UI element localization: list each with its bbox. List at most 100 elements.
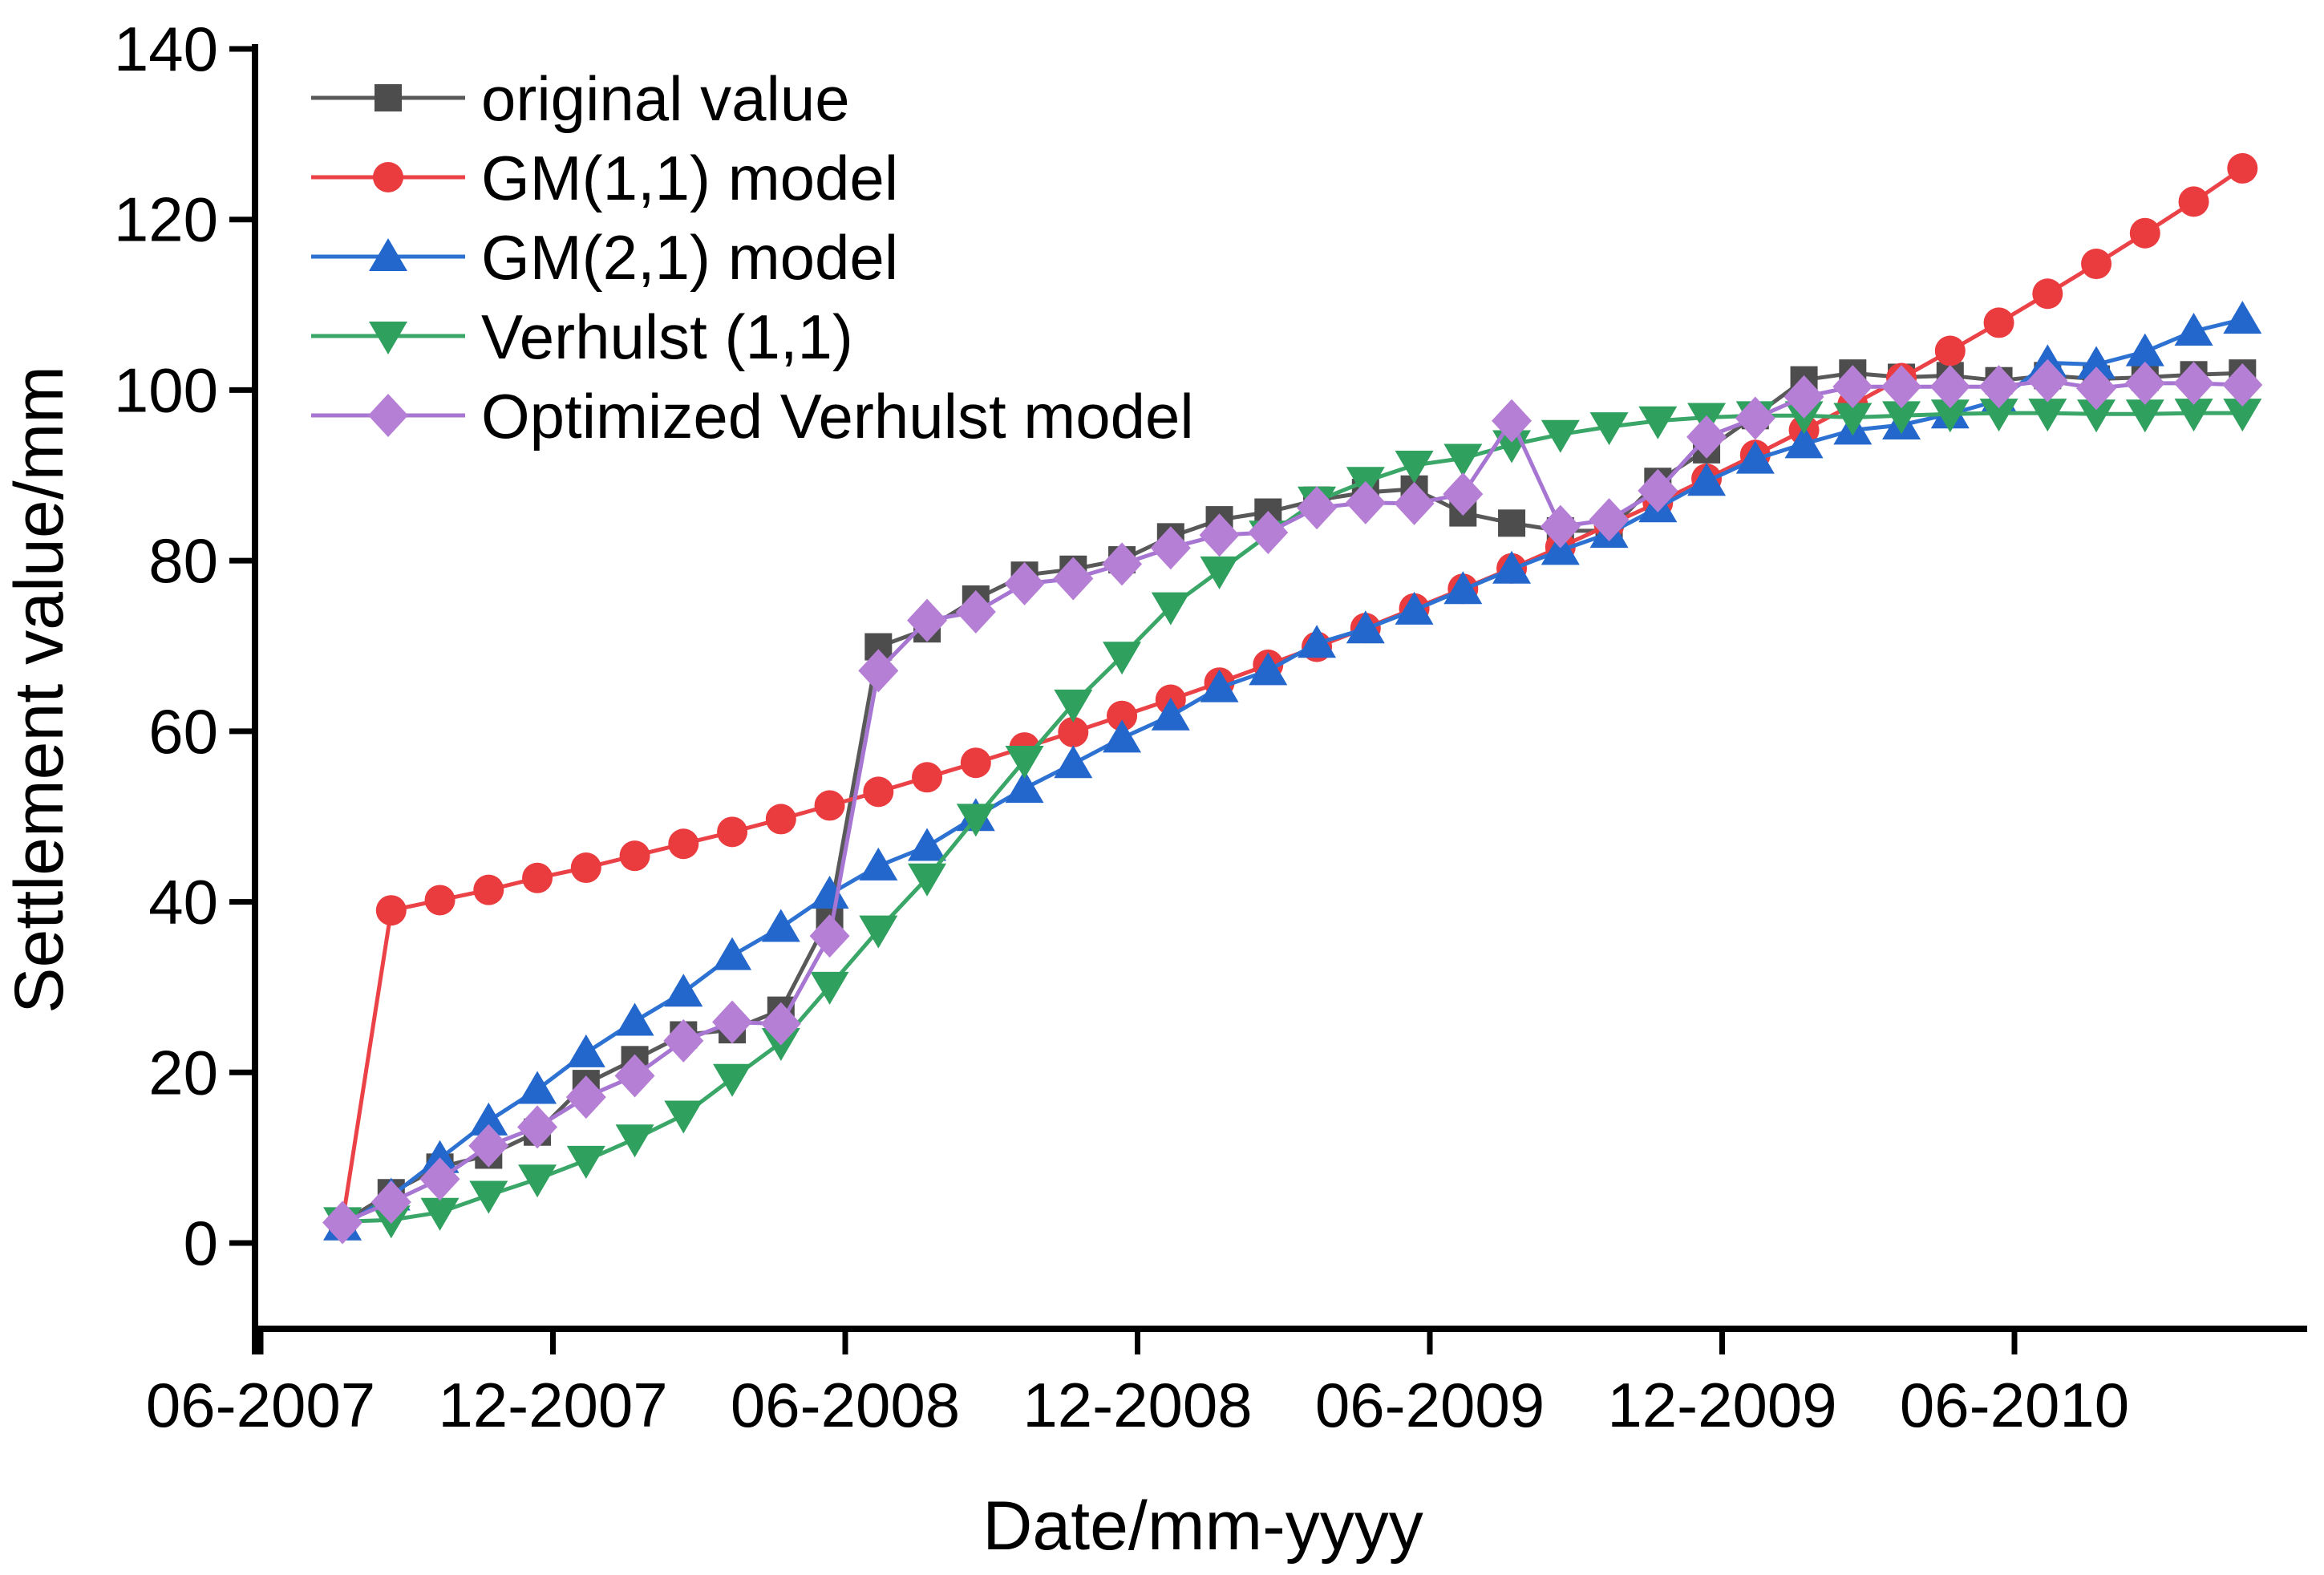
triangle-down-marker — [810, 971, 849, 1005]
triangle-down-marker — [1395, 451, 1434, 484]
triangle-down-marker — [1833, 403, 1873, 436]
triangle-down-marker — [469, 1180, 508, 1214]
y-tick-label: 80 — [148, 525, 218, 596]
triangle-up-marker — [1054, 745, 1093, 779]
triangle-up-marker — [664, 974, 703, 1007]
diamond-marker — [1297, 486, 1338, 530]
diamond-marker — [1589, 498, 1630, 542]
legend-item-original-value: original value — [311, 63, 850, 134]
y-tick-label: 40 — [148, 867, 218, 937]
circle-marker — [1983, 307, 2014, 338]
circle-marker — [570, 852, 601, 884]
legend-item-optimized-verhulst-model: Optimized Verhulst model — [311, 381, 1194, 451]
diamond-marker — [1540, 504, 1581, 549]
y-axis-title: Settlement value/mm — [1, 366, 78, 1014]
circle-marker — [373, 162, 403, 192]
legend-label: Optimized Verhulst model — [481, 381, 1194, 451]
diamond-marker — [712, 1000, 753, 1044]
legend-label: GM(2,1) model — [481, 222, 898, 293]
triangle-up-marker — [1784, 425, 1824, 459]
diamond-marker — [1004, 561, 1045, 605]
axes: 0 20 40 60 80 100 120 140 06-2007 12-2007 06-2008 1… — [114, 14, 2307, 1440]
diamond-marker — [322, 1200, 363, 1245]
triangle-up-marker — [369, 238, 407, 271]
triangle-up-marker — [1298, 625, 1337, 658]
triangle-down-marker — [1200, 556, 1239, 589]
diamond-marker — [565, 1075, 606, 1120]
triangle-down-marker — [2174, 399, 2213, 432]
diamond-marker — [760, 1002, 801, 1046]
triangle-down-marker — [1151, 592, 1190, 626]
triangle-up-marker — [859, 847, 898, 881]
triangle-down-marker — [1882, 401, 1921, 435]
circle-marker — [375, 895, 407, 926]
circle-marker — [2178, 186, 2209, 217]
diamond-marker — [809, 914, 850, 958]
series-optimized-verhulst-model — [322, 358, 2263, 1245]
triangle-up-marker — [908, 828, 947, 861]
x-tick-label: 12-2008 — [1022, 1370, 1252, 1440]
circle-marker — [960, 747, 991, 779]
diamond-marker — [468, 1124, 509, 1168]
series-line-gm-2-1-model — [341, 317, 2243, 1228]
diamond-marker — [1735, 396, 1775, 440]
legend-label: Verhulst (1,1) — [481, 302, 853, 372]
diamond-marker — [370, 1180, 411, 1224]
circle-marker — [2227, 152, 2258, 184]
diamond-marker — [1686, 415, 1727, 459]
triangle-down-marker — [1005, 746, 1044, 779]
diamond-marker — [2124, 361, 2165, 405]
legend-label: GM(1,1) model — [481, 143, 898, 213]
triangle-down-marker — [713, 1063, 752, 1097]
circle-marker — [522, 862, 553, 893]
triangle-up-marker — [2223, 301, 2262, 334]
y-tick-label: 100 — [114, 354, 218, 425]
y-tick-label: 120 — [114, 184, 218, 255]
triangle-down-marker — [1054, 689, 1093, 723]
diamond-marker — [419, 1157, 460, 1201]
triangle-up-marker — [1443, 571, 1483, 605]
diamond-marker — [368, 394, 408, 437]
triangle-down-marker — [615, 1124, 654, 1158]
triangle-up-marker — [518, 1071, 557, 1104]
diamond-marker — [2027, 358, 2068, 403]
triangle-down-marker — [2028, 399, 2067, 432]
circle-marker — [1107, 700, 1138, 731]
triangle-up-marker — [810, 875, 849, 909]
triangle-up-marker — [420, 1140, 460, 1173]
circle-marker — [863, 776, 894, 808]
triangle-up-marker — [1151, 697, 1190, 731]
y-tick-label: 20 — [148, 1037, 218, 1107]
triangle-down-marker — [1979, 399, 2018, 432]
triangle-down-marker — [1541, 419, 1580, 453]
circle-marker — [2129, 217, 2160, 249]
triangle-down-marker — [664, 1100, 703, 1134]
diamond-marker — [1443, 472, 1484, 516]
circle-marker — [619, 840, 650, 872]
triangle-up-marker — [2174, 313, 2213, 346]
triangle-up-marker — [1103, 719, 1142, 753]
triangle-up-marker — [1735, 440, 1775, 474]
circle-marker — [424, 885, 455, 916]
triangle-down-marker — [859, 915, 898, 949]
x-tick-label: 06-2009 — [1315, 1370, 1545, 1440]
triangle-up-marker — [1395, 591, 1434, 625]
triangle-down-marker — [956, 804, 995, 837]
y-tick-label: 60 — [148, 696, 218, 767]
diamond-marker — [517, 1105, 558, 1149]
diamond-marker — [1248, 511, 1289, 555]
diamond-marker — [1345, 480, 1386, 524]
x-tick-label: 12-2009 — [1607, 1370, 1836, 1440]
diamond-marker — [1978, 365, 2019, 409]
triangle-up-marker — [1249, 652, 1288, 686]
triangle-down-marker — [369, 322, 407, 354]
diamond-marker — [1102, 542, 1143, 586]
legend-item-verhulst-1-1: Verhulst (1,1) — [311, 302, 853, 372]
triangle-down-marker — [566, 1145, 605, 1179]
series-line-verhulst-1-1 — [342, 411, 2243, 1224]
triangle-down-marker — [518, 1164, 557, 1198]
diamond-marker — [858, 649, 899, 693]
y-tick-label: 140 — [114, 14, 218, 84]
diamond-marker — [1199, 513, 1240, 557]
